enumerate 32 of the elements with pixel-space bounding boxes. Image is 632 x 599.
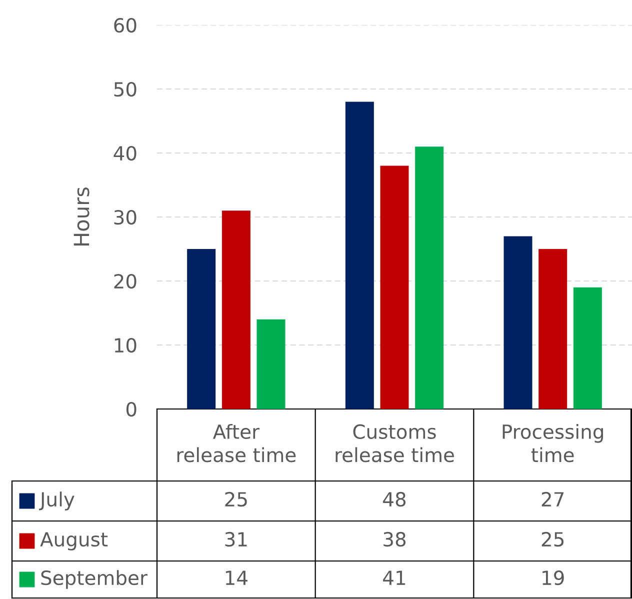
y-tick-label: 50	[114, 82, 136, 97]
data-label: 25	[542, 532, 564, 547]
bar	[415, 146, 444, 409]
y-tick-label: 40	[114, 146, 136, 161]
y-tick-label: 10	[114, 338, 136, 353]
bar	[222, 210, 250, 409]
y-tick-label: 20	[114, 274, 136, 289]
data-label: 41	[383, 570, 406, 585]
legend-label: September	[41, 570, 148, 589]
bar	[345, 102, 374, 409]
bar	[504, 236, 532, 409]
y-tick-label: 30	[114, 210, 136, 225]
data-label: 31	[225, 532, 247, 547]
bar	[256, 319, 286, 409]
x-tick-label: Processing time	[502, 424, 603, 462]
bar	[538, 249, 568, 409]
data-label: 38	[384, 532, 406, 547]
data-label: 19	[542, 570, 564, 586]
x-tick-label: Customs release time	[336, 424, 454, 462]
x-tick-label: After release time	[177, 424, 296, 462]
data-label: 48	[383, 492, 406, 507]
bar	[380, 166, 409, 409]
bar	[187, 249, 216, 409]
legend-label: August	[40, 532, 108, 550]
y-tick-label: 0	[126, 402, 136, 417]
data-label: 25	[225, 492, 247, 507]
data-label: 14	[226, 570, 248, 585]
y-axis-title: Hours	[74, 188, 90, 246]
y-tick-label: 60	[114, 18, 136, 33]
legend-label: July	[38, 492, 74, 510]
bar	[573, 287, 602, 409]
data-label: 27	[542, 492, 564, 506]
